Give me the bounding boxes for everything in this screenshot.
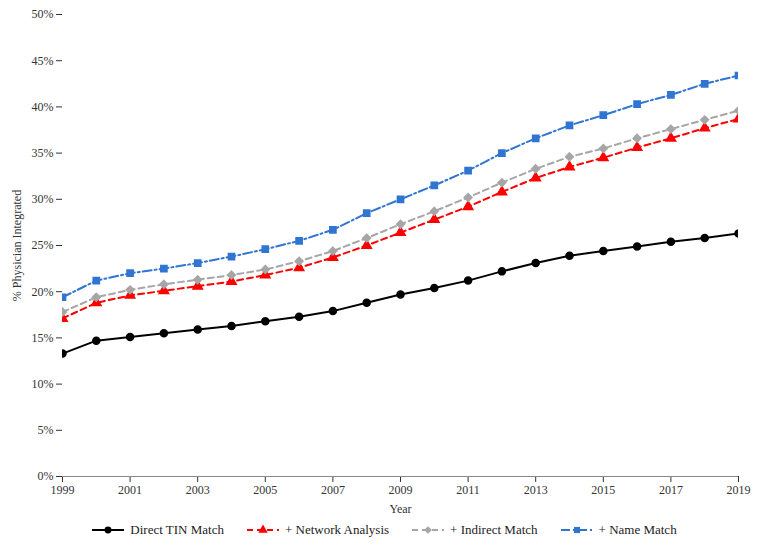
svg-text:2015: 2015 (591, 483, 615, 497)
svg-text:2005: 2005 (253, 483, 277, 497)
svg-text:45%: 45% (32, 54, 54, 68)
svg-text:2001: 2001 (118, 483, 142, 497)
svg-text:10%: 10% (32, 377, 54, 391)
svg-text:5%: 5% (38, 423, 54, 437)
svg-text:35%: 35% (32, 146, 54, 160)
svg-text:2003: 2003 (186, 483, 210, 497)
svg-text:25%: 25% (32, 238, 54, 252)
svg-text:2017: 2017 (659, 483, 683, 497)
svg-text:15%: 15% (32, 331, 54, 345)
svg-text:2007: 2007 (321, 483, 345, 497)
svg-text:1999: 1999 (51, 483, 75, 497)
svg-text:20%: 20% (32, 285, 54, 299)
html-text:+ Indirect Match: + Indirect Match (450, 522, 538, 537)
html-text:+ Name Match: + Name Match (598, 522, 677, 537)
svg-text:% Physician Integrated: % Physician Integrated (10, 190, 24, 301)
html-text:Direct TIN Match: Direct TIN Match (130, 522, 224, 537)
svg-text:2009: 2009 (389, 483, 413, 497)
svg-text:50%: 50% (32, 7, 54, 21)
svg-text:Year: Year (389, 502, 411, 516)
html-text:+ Network Analysis: + Network Analysis (285, 522, 390, 537)
svg-text:0%: 0% (38, 469, 54, 483)
svg-text:30%: 30% (32, 192, 54, 206)
svg-text:40%: 40% (32, 100, 54, 114)
svg-text:2019: 2019 (727, 483, 751, 497)
svg-text:2011: 2011 (456, 483, 480, 497)
svg-text:2013: 2013 (524, 483, 548, 497)
